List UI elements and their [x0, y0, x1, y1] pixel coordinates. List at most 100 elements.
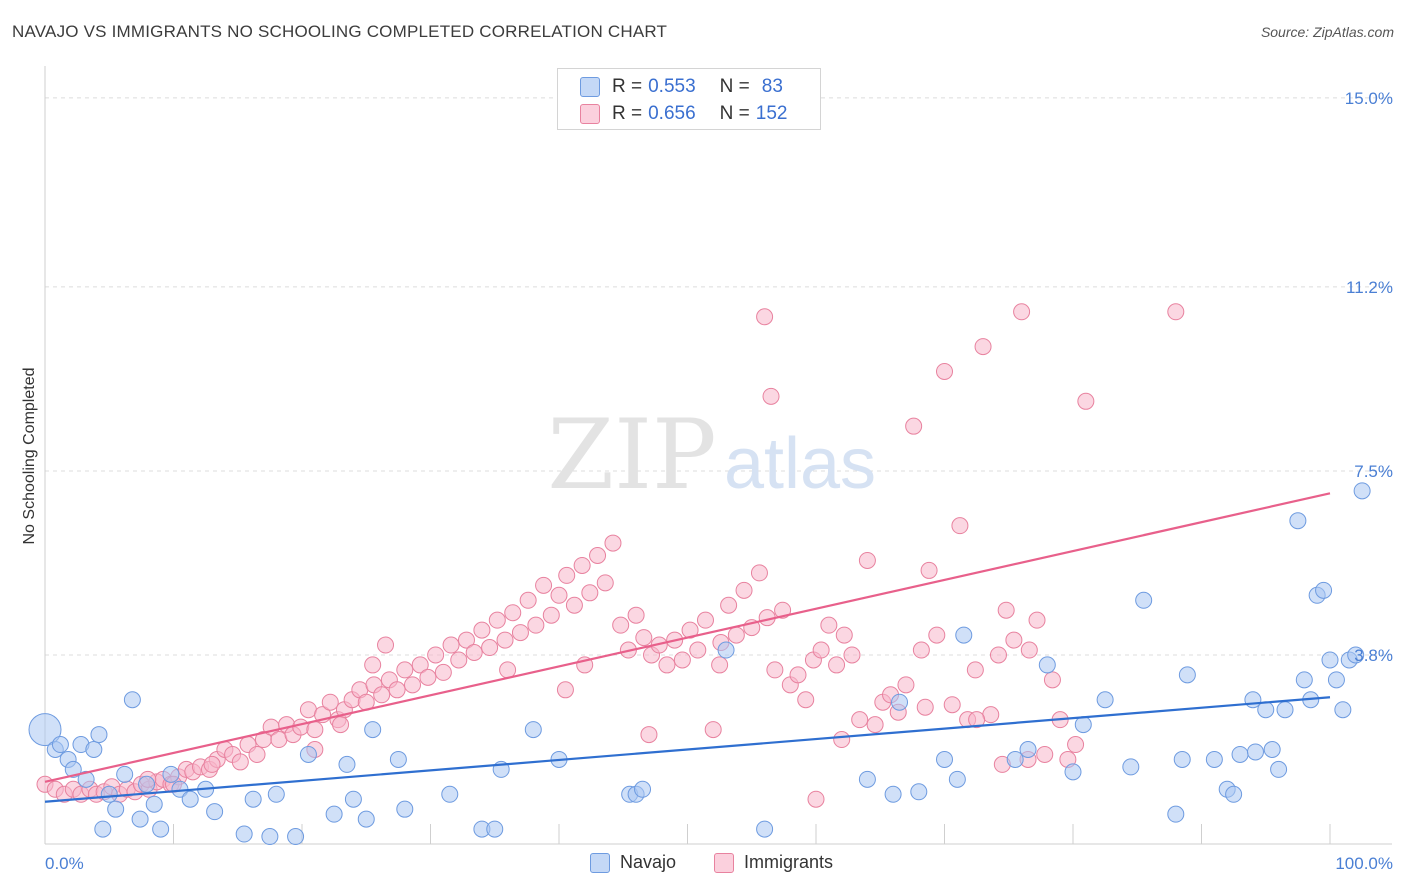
immigrants-point	[565, 596, 583, 614]
navajo-point	[1295, 671, 1313, 689]
navajo-point	[123, 691, 141, 709]
immigrants-point	[511, 624, 529, 642]
immigrants-point	[388, 681, 406, 699]
immigrants-point	[481, 639, 499, 657]
immigrants-point	[982, 706, 1000, 724]
immigrants-point	[658, 656, 676, 674]
navajo-point	[524, 721, 542, 739]
immigrants-point	[897, 676, 915, 694]
navajo-point	[1122, 758, 1140, 776]
navajo-point	[910, 783, 928, 801]
immigrants-point	[299, 701, 317, 719]
navajo-point	[51, 736, 69, 754]
immigrants-point	[756, 308, 774, 326]
navajo-point	[131, 810, 149, 828]
navajo-point	[261, 828, 279, 846]
navajo-point	[955, 626, 973, 644]
immigrants-point	[411, 656, 429, 674]
immigrants-point	[789, 666, 807, 684]
immigrants-point	[292, 718, 310, 736]
immigrants-point	[473, 621, 491, 639]
navajo-point	[1074, 716, 1092, 734]
immigrants-point	[704, 721, 722, 739]
navajo-point	[1276, 701, 1294, 719]
immigrants-point	[499, 661, 517, 679]
immigrants-point	[720, 596, 738, 614]
y-tick-label: 3.8%	[1354, 646, 1393, 665]
immigrants-point	[1167, 303, 1185, 321]
navajo-point	[1038, 656, 1056, 674]
stats-legend: R = 0.553 N = 83 R = 0.656 N = 152	[557, 68, 821, 130]
immigrants-point	[833, 731, 851, 749]
immigrants-point	[735, 581, 753, 599]
navajo-point	[1270, 760, 1288, 778]
immigrants-point	[332, 716, 350, 734]
navajo-point	[858, 770, 876, 788]
navajo-point	[389, 750, 407, 768]
navajo-point	[1205, 750, 1223, 768]
immigrants-point	[905, 417, 923, 435]
immigrants-point	[558, 566, 576, 584]
y-axis-label: No Schooling Completed	[21, 368, 38, 545]
legend-r-label: R =	[612, 76, 643, 97]
immigrants-point	[396, 661, 414, 679]
immigrants-point	[812, 641, 830, 659]
immigrants-point	[851, 711, 869, 729]
immigrants-point	[306, 721, 324, 739]
immigrants-point	[604, 534, 622, 552]
immigrants-point	[248, 745, 266, 763]
navajo-point	[1178, 666, 1196, 684]
navajo-point	[338, 755, 356, 773]
immigrants-point	[711, 656, 729, 674]
immigrants-point	[966, 661, 984, 679]
immigrants-point	[1020, 641, 1038, 659]
immigrants-point	[968, 711, 986, 729]
legend-item-navajo[interactable]: Navajo	[590, 852, 676, 873]
immigrants-point	[835, 626, 853, 644]
immigrants-point	[550, 586, 568, 604]
navajo-point	[1315, 581, 1333, 599]
legend-label-navajo: Navajo	[620, 852, 677, 872]
navajo-point	[1289, 512, 1307, 530]
immigrants-point	[427, 646, 445, 664]
immigrants-point	[727, 626, 745, 644]
navajo-point	[717, 641, 735, 659]
immigrants-point	[589, 547, 607, 565]
navajo-point	[1096, 691, 1114, 709]
immigrants-point	[270, 731, 288, 749]
immigrants-point	[936, 362, 953, 380]
watermark-zip: ZIP	[547, 399, 716, 511]
legend-r-value: 0.656	[648, 103, 696, 124]
y-tick-label: 7.5%	[1354, 462, 1393, 481]
immigrants-point	[951, 517, 969, 535]
legend-swatch-navajo	[580, 77, 600, 97]
navajo-point	[1006, 750, 1024, 768]
series-legend: Navajo Immigrants	[0, 852, 1406, 876]
series-navajo	[28, 482, 1371, 846]
immigrants-point	[542, 606, 560, 624]
navajo-trend-line	[44, 696, 1331, 803]
legend-item-immigrants[interactable]: Immigrants	[714, 852, 833, 873]
immigrants-point	[377, 636, 395, 654]
grid-lines	[45, 97, 1392, 656]
navajo-point	[1353, 482, 1371, 500]
navajo-point	[1334, 701, 1352, 719]
navajo-point	[64, 760, 82, 778]
immigrants-point	[635, 629, 653, 647]
legend-swatch-navajo	[590, 852, 610, 873]
immigrants-point	[1013, 303, 1031, 321]
navajo-point	[1347, 646, 1365, 664]
watermark: ZIP atlas	[547, 399, 876, 511]
trend-lines	[44, 492, 1331, 803]
immigrants-point	[404, 676, 422, 694]
legend-row-navajo: R = 0.553 N = 83	[580, 75, 783, 99]
immigrants-point	[866, 716, 884, 734]
immigrants-point	[750, 564, 768, 582]
x-tick-label: 100.0%	[1335, 854, 1393, 873]
navajo-point	[1167, 805, 1185, 823]
legend-swatch-immigrants	[714, 852, 734, 873]
navajo-point	[1321, 651, 1339, 669]
navajo-point	[891, 693, 909, 711]
navajo-point	[100, 785, 118, 803]
navajo-point	[107, 800, 125, 818]
